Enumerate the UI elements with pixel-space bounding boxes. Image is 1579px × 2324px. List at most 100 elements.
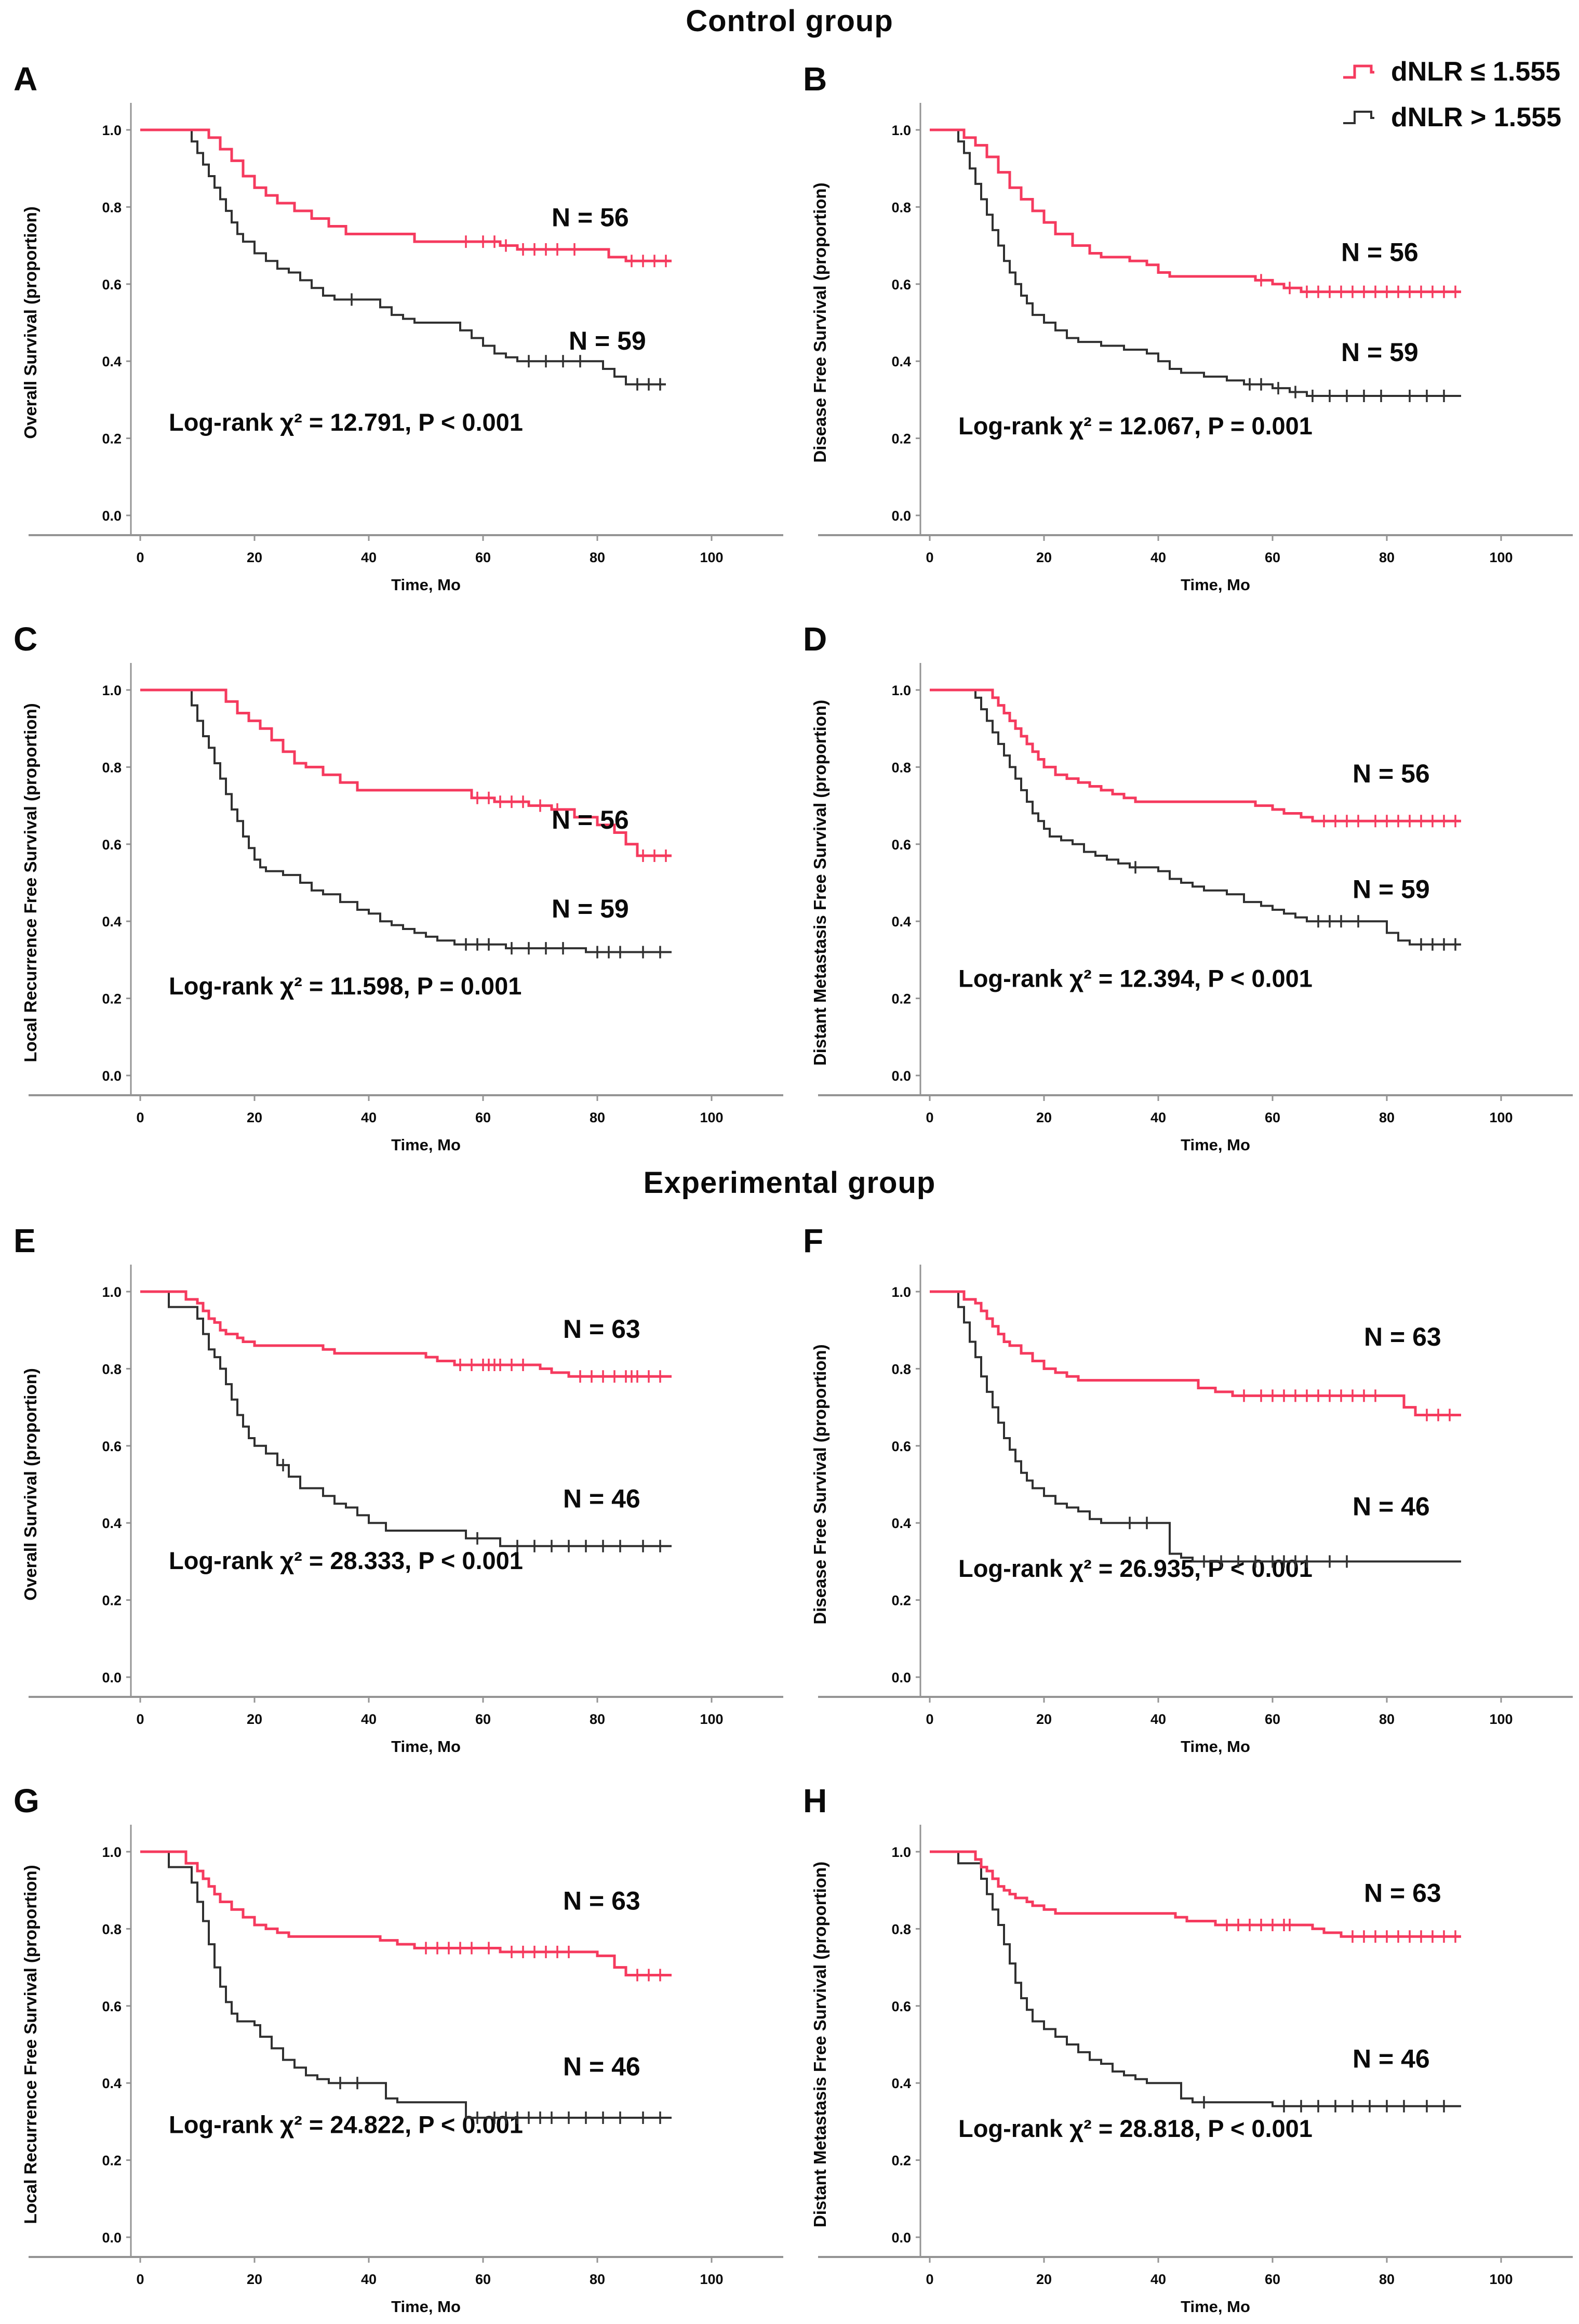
x-tick-label: 100 (1489, 1110, 1513, 1125)
x-tick-label: 80 (590, 1711, 605, 1727)
survival-curve (930, 1291, 1461, 1563)
y-tick-label: 0.0 (102, 1670, 122, 1685)
n-label: N = 63 (563, 1886, 640, 1915)
survival-curve (140, 1851, 672, 2119)
y-tick-label: 0.0 (891, 1068, 911, 1084)
panel-letter: F (803, 1222, 823, 1259)
y-tick-label: 1.0 (891, 683, 911, 698)
n-label: N = 59 (569, 326, 646, 355)
panel-letter: A (14, 60, 37, 98)
y-tick-label: 0.2 (102, 431, 122, 447)
x-tick-label: 60 (1265, 2272, 1280, 2287)
experimental-group-title-text: Experimental group (643, 1165, 936, 1200)
x-tick-label: 40 (1150, 2272, 1166, 2287)
survival-curve (140, 129, 666, 386)
y-tick-label: 0.0 (891, 1670, 911, 1685)
x-tick-label: 100 (700, 2272, 723, 2287)
n-label: N = 46 (1353, 1492, 1430, 1521)
y-tick-label: 0.2 (102, 1593, 122, 1609)
y-tick-label: 0.2 (102, 2153, 122, 2169)
panel-D-chart: D Distant Metastasis Free Survival (propo… (803, 620, 1573, 1154)
x-axis-title: Time, Mo (1181, 1136, 1250, 1154)
panel-letter: G (14, 1782, 39, 1820)
x-tick-label: 80 (1379, 550, 1395, 565)
y-axis-label: Distant Metastasis Free Survival (propor… (810, 1862, 829, 2227)
y-tick-label: 0.4 (102, 1516, 122, 1531)
y-tick-label: 1.0 (102, 123, 122, 138)
x-tick-label: 40 (361, 1711, 377, 1727)
x-tick-label: 60 (1265, 1110, 1280, 1125)
stats-text: Log-rank χ² = 12.791, P < 0.001 (169, 408, 523, 436)
survival-curve (930, 129, 1461, 397)
x-tick-label: 20 (247, 550, 262, 565)
legend-item-low-dnlr: dNLR ≤ 1.555 (1341, 56, 1561, 87)
x-axis-title: Time, Mo (391, 2298, 461, 2316)
n-label: N = 63 (1364, 1322, 1441, 1351)
x-tick-label: 0 (136, 1711, 144, 1727)
x-tick-label: 60 (475, 1110, 491, 1125)
x-tick-label: 20 (247, 1110, 262, 1125)
y-tick-label: 0.4 (891, 914, 911, 929)
x-tick-label: 60 (1265, 1711, 1280, 1727)
y-tick-label: 0.8 (891, 760, 911, 775)
y-tick-label: 1.0 (891, 1844, 911, 1860)
y-tick-label: 0.6 (891, 837, 911, 853)
survival-curve (140, 128, 672, 262)
n-label: N = 56 (552, 203, 629, 232)
y-tick-label: 0.6 (102, 1439, 122, 1454)
n-label: N = 59 (552, 894, 629, 923)
x-tick-label: 20 (247, 2272, 262, 2287)
survival-curve (140, 688, 672, 857)
x-tick-label: 40 (361, 1110, 377, 1125)
y-tick-label: 0.0 (891, 508, 911, 524)
panel-G: G Local Recurrence Free Survival (proport… (0, 1763, 790, 2323)
stats-text: Log-rank χ² = 26.935, P < 0.001 (958, 1555, 1313, 1582)
control-group-title-text: Control group (686, 4, 893, 38)
panel-letter: H (803, 1782, 827, 1820)
panel-E-chart: E Overall Survival (proportion) 0.0 0.2 0.4 0… (14, 1222, 783, 1756)
x-tick-label: 0 (136, 550, 144, 565)
stats-text: Log-rank χ² = 28.818, P < 0.001 (958, 2115, 1313, 2142)
x-tick-label: 100 (1489, 1711, 1513, 1727)
panel-letter: B (803, 60, 827, 98)
x-tick-label: 40 (1150, 1110, 1166, 1125)
x-tick-label: 40 (1150, 550, 1166, 565)
panel-B: B Disease Free Survival (proportion) 0.0 0.… (790, 42, 1579, 602)
x-tick-label: 20 (1036, 2272, 1052, 2287)
y-tick-label: 1.0 (102, 683, 122, 698)
survival-curve (930, 688, 1461, 822)
x-tick-label: 20 (247, 1711, 262, 1727)
y-tick-label: 0.4 (102, 914, 122, 929)
y-tick-label: 0.2 (102, 991, 122, 1007)
x-tick-label: 80 (590, 2272, 605, 2287)
experimental-group-title: Experimental group (0, 1162, 1579, 1203)
panel-D: D Distant Metastasis Free Survival (propo… (790, 602, 1579, 1162)
x-tick-label: 40 (1150, 1711, 1166, 1727)
panel-F-chart: F Disease Free Survival (proportion) 0.0 0.… (803, 1222, 1573, 1756)
x-axis-title: Time, Mo (391, 1737, 461, 1756)
y-tick-label: 0.8 (102, 1921, 122, 1937)
y-tick-label: 0.6 (891, 277, 911, 293)
y-axis-label: Overall Survival (proportion) (21, 206, 40, 439)
y-tick-label: 0.2 (891, 991, 911, 1007)
y-axis-label: Local Recurrence Free Survival (proporti… (21, 703, 40, 1062)
legend: dNLR ≤ 1.555 dNLR > 1.555 (1341, 56, 1561, 133)
x-tick-label: 0 (136, 1110, 144, 1125)
y-tick-label: 0.4 (102, 354, 122, 369)
y-tick-label: 1.0 (102, 1844, 122, 1860)
y-tick-label: 0.8 (102, 1361, 122, 1377)
panel-C-chart: C Local Recurrence Free Survival (proport… (14, 620, 783, 1154)
stats-text: Log-rank χ² = 11.598, P = 0.001 (169, 972, 521, 1000)
panel-letter: D (803, 620, 827, 658)
n-label: N = 56 (552, 805, 629, 834)
x-tick-label: 40 (361, 2272, 377, 2287)
y-tick-label: 0.0 (102, 1068, 122, 1084)
x-tick-label: 100 (700, 1110, 723, 1125)
panel-G-chart: G Local Recurrence Free Survival (proport… (14, 1782, 783, 2316)
x-tick-label: 0 (136, 2272, 144, 2287)
y-tick-label: 0.6 (102, 1999, 122, 2014)
x-tick-label: 20 (1036, 550, 1052, 565)
survival-curve (930, 689, 1461, 946)
y-tick-label: 0.6 (102, 837, 122, 853)
panel-A: A Overall Survival (proportion) 0.0 0.2 0.4 0… (0, 42, 790, 602)
